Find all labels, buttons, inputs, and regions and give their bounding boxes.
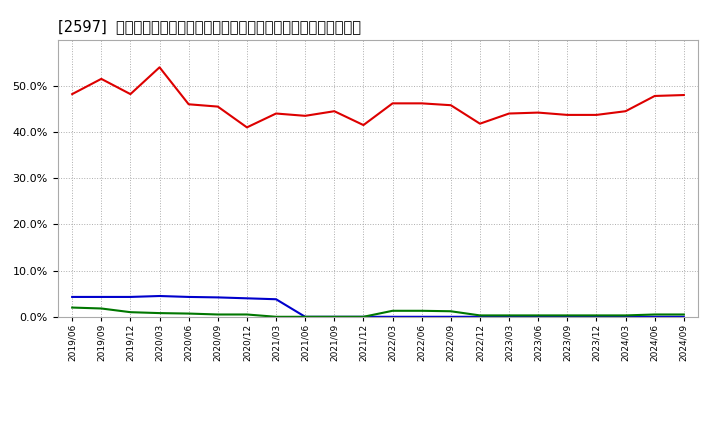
繰延税金資産 [156,311,164,316]
自己資本 [563,112,572,117]
自己資本 [680,92,688,98]
自己資本 [476,121,485,126]
のれん [534,314,543,319]
繰延税金資産 [126,309,135,315]
のれん [446,314,455,319]
のれん [301,314,310,319]
繰延税金資産 [534,313,543,318]
自己資本 [418,101,426,106]
のれん [97,294,106,300]
のれん [68,294,76,300]
自己資本 [126,92,135,97]
Line: のれん: のれん [72,296,684,317]
自己資本 [68,92,76,97]
繰延税金資産 [271,314,280,319]
繰延税金資産 [563,313,572,318]
のれん [418,314,426,319]
自己資本 [243,125,251,130]
自己資本 [301,113,310,118]
のれん [184,294,193,300]
自己資本 [97,76,106,81]
自己資本 [271,111,280,116]
のれん [680,314,688,319]
のれん [505,314,513,319]
自己資本 [650,93,659,99]
のれん [563,314,572,319]
のれん [126,294,135,300]
繰延税金資産 [621,313,630,318]
自己資本 [388,101,397,106]
のれん [650,314,659,319]
Line: 繰延税金資産: 繰延税金資産 [72,308,684,317]
繰延税金資産 [680,312,688,317]
自己資本 [213,104,222,109]
のれん [359,314,368,319]
自己資本 [184,102,193,107]
繰延税金資産 [418,308,426,313]
のれん [592,314,600,319]
繰延税金資産 [330,314,338,319]
のれん [156,293,164,299]
のれん [213,295,222,300]
繰延税金資産 [388,308,397,313]
のれん [330,314,338,319]
自己資本 [446,103,455,108]
のれん [621,314,630,319]
自己資本 [359,122,368,128]
自己資本 [505,111,513,116]
のれん [476,314,485,319]
自己資本 [156,65,164,70]
Line: 自己資本: 自己資本 [72,67,684,127]
繰延税金資産 [476,313,485,318]
繰延税金資産 [359,314,368,319]
繰延税金資産 [184,311,193,316]
繰延税金資産 [301,314,310,319]
繰延税金資産 [505,313,513,318]
Text: [2597]  自己資本、のれん、繰延税金資産の総資産に対する比率の推移: [2597] 自己資本、のれん、繰延税金資産の総資産に対する比率の推移 [58,19,361,34]
自己資本 [621,109,630,114]
自己資本 [330,109,338,114]
自己資本 [534,110,543,115]
繰延税金資産 [446,308,455,314]
のれん [271,297,280,302]
繰延税金資産 [243,312,251,317]
繰延税金資産 [592,313,600,318]
のれん [243,296,251,301]
繰延税金資産 [68,305,76,310]
Legend: 自己資本, のれん, 繰延税金資産: 自己資本, のれん, 繰延税金資産 [239,439,517,440]
繰延税金資産 [97,306,106,311]
繰延税金資産 [213,312,222,317]
繰延税金資産 [650,312,659,317]
自己資本 [592,112,600,117]
のれん [388,314,397,319]
